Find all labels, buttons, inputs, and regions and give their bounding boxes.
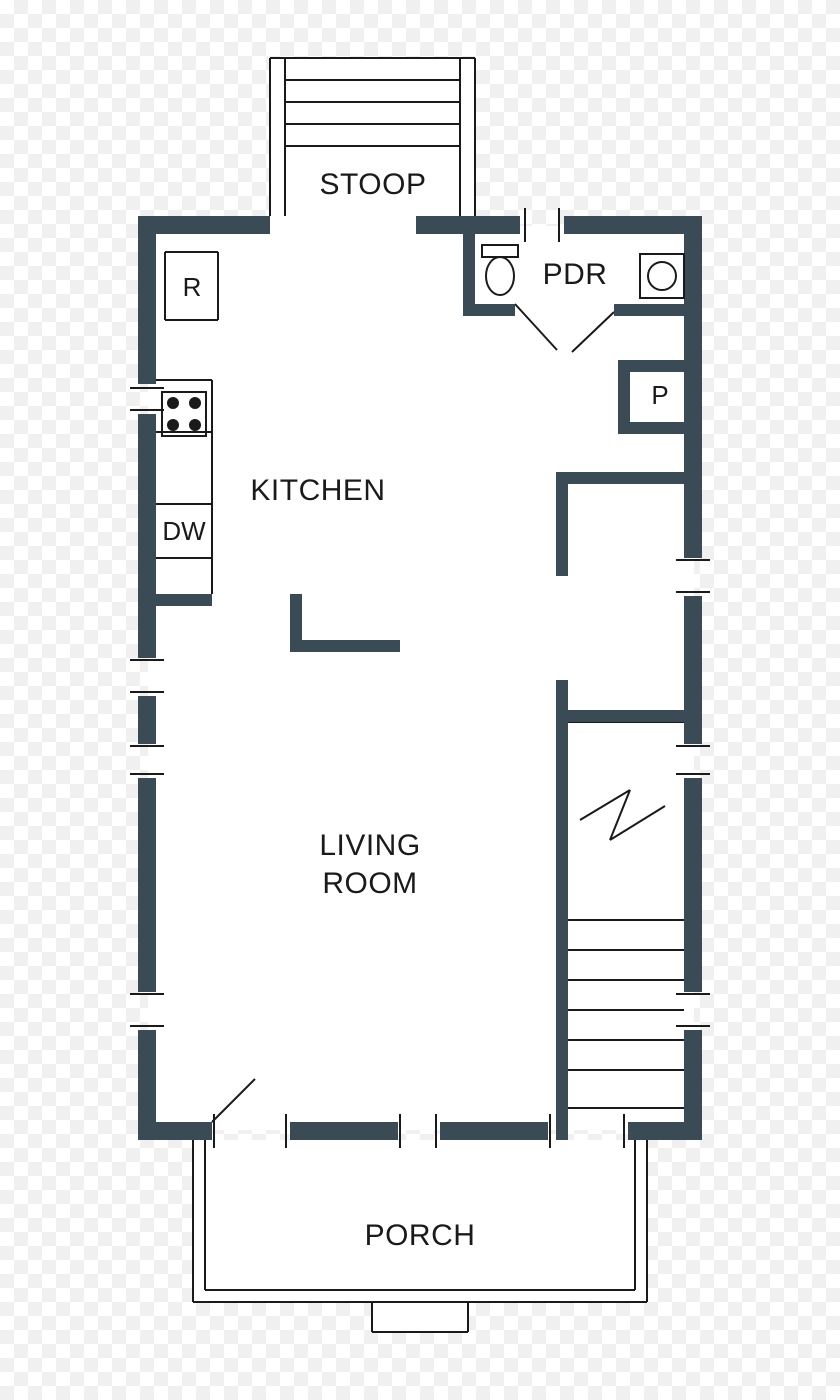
label-refrigerator: R [183, 272, 202, 302]
label-living: LIVING [319, 829, 420, 862]
label-pdr: PDR [543, 258, 608, 291]
floorplan-diagram: STOOP PDR KITCHEN LIVING ROOM PORCH R DW… [0, 0, 840, 1400]
interior-fill [148, 226, 694, 1130]
porch-step-fill [372, 1302, 468, 1332]
label-pantry: P [651, 380, 668, 410]
label-stoop: STOOP [320, 168, 427, 201]
label-room: ROOM [322, 867, 417, 900]
label-kitchen: KITCHEN [250, 474, 385, 507]
label-porch: PORCH [365, 1219, 476, 1252]
label-dishwasher: DW [162, 516, 206, 546]
